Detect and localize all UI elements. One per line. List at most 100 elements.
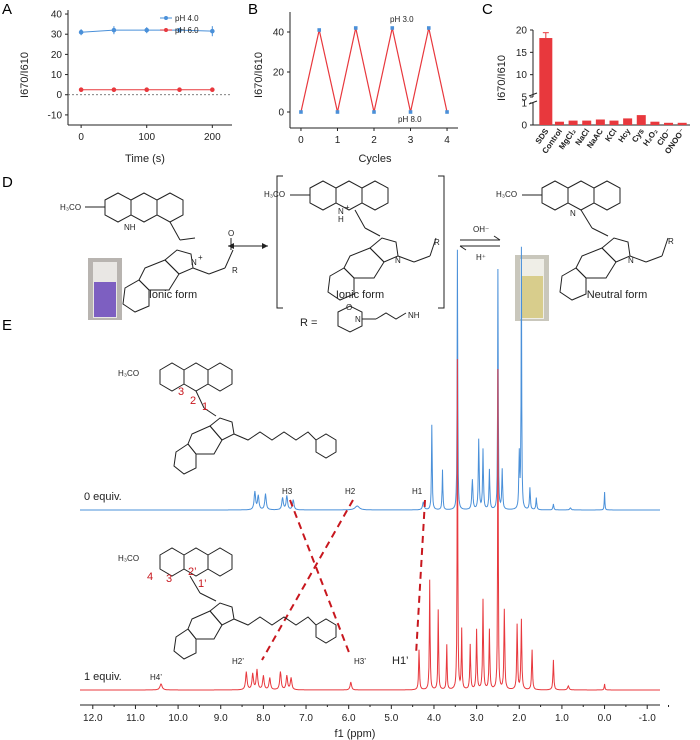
e-xtick-label-8: 4.0 [427, 713, 441, 724]
c-ytick-label-1: 1 [521, 99, 527, 110]
b-point-4 [372, 110, 376, 114]
e-structure-top [159, 362, 337, 475]
label-ionic-2: Ionic form [336, 289, 384, 301]
e-bottom-substituent: H₃CO [118, 554, 139, 563]
a-point-1-2 [144, 87, 150, 92]
a-legend-marker-ph6 [164, 28, 168, 32]
e-bottom-num-3: 3 [166, 573, 172, 585]
a-legend: pH 4.0 pH 6.0 [160, 14, 199, 35]
peak-h4-prime: H4’ [150, 673, 162, 682]
c-bar-4 [595, 119, 605, 125]
a-ytick-label-4: 30 [51, 30, 63, 41]
e-xtick-label-11: 1.0 [555, 713, 569, 724]
a-ytick-label-0: -10 [48, 110, 63, 121]
r-nh: NH [408, 311, 420, 320]
e-xtick-label-3: 9.0 [214, 713, 228, 724]
e-xtick-label-5: 7.0 [299, 713, 313, 724]
e-top-num-1: 1 [202, 401, 208, 413]
spectrum-0-equiv [80, 246, 660, 511]
peak-h2-prime: H2’ [232, 657, 244, 666]
panel-label-b: B [248, 1, 258, 18]
b-xtick-label-2: 2 [371, 135, 377, 146]
c-bar-3 [582, 120, 592, 125]
a-xlabel: Time (s) [125, 153, 165, 165]
peak-h3-prime: H3’ [354, 657, 366, 666]
b-point-2 [335, 110, 340, 114]
c-bar-8 [650, 121, 660, 125]
peak-h1: H1 [412, 487, 423, 496]
b-ylabel: I670/I610 [253, 52, 265, 98]
s1-nh: NH [124, 223, 136, 232]
panel-label-c: C [482, 1, 493, 18]
e-xtick-label-9: 3.0 [470, 713, 484, 724]
b-annotation-ph3: pH 3.0 [390, 15, 414, 24]
s3-substituent: H₃CO [496, 190, 517, 199]
e-xtick-label-4: 8.0 [256, 713, 270, 724]
a-point-0-4 [210, 28, 215, 34]
s2-substituent: H₃CO [264, 190, 285, 199]
c-bar-7 [636, 115, 646, 125]
panel-label-d: D [2, 174, 13, 191]
a-ytick-label-2: 10 [51, 70, 63, 81]
e-xtick-label-12: 0.0 [598, 713, 612, 724]
e-xtick-label-13: -1.0 [639, 713, 657, 724]
b-point-6 [408, 110, 413, 114]
bracket-left [276, 175, 283, 309]
b-ytick-label-0: 0 [278, 108, 284, 119]
morpholine-ring [337, 305, 407, 333]
b-point-7 [426, 26, 431, 30]
s3-r: R [668, 237, 674, 246]
s3-n2: N [628, 256, 634, 265]
spectrum-1-equiv [80, 358, 660, 691]
b-xtick-label-0: 0 [298, 135, 304, 146]
structure-2 [290, 180, 437, 301]
b-point-3 [353, 26, 358, 30]
b-xlabel: Cycles [358, 153, 392, 165]
a-point-0-2 [144, 27, 150, 33]
c-category-label-5: KCl [603, 127, 618, 143]
a-point-1-0 [78, 87, 84, 92]
a-ytick-label-5: 40 [51, 10, 63, 21]
c-ytick-label-4: 15 [516, 48, 528, 59]
r-n: N [355, 315, 361, 324]
a-legend-ph6: pH 6.0 [175, 26, 199, 35]
peak-h1-prime: H1’ [392, 655, 409, 667]
c-ytick-label-0: 0 [521, 121, 527, 132]
c-bar-9 [664, 122, 674, 125]
eq-arrow-bottom-head [459, 245, 467, 251]
a-xtick-label-0: 0 [78, 132, 84, 143]
a-ylabel: I670/I610 [19, 52, 31, 98]
b-point-8 [445, 110, 449, 114]
s3-n: N [570, 209, 576, 218]
s1-plus: + [198, 253, 203, 262]
a-legend-ph4: pH 4.0 [175, 14, 199, 23]
s1-substituent: H₃CO [60, 203, 81, 212]
b-ytick-label-1: 20 [273, 68, 285, 79]
e-bottom-num-2p: 2’ [188, 566, 197, 578]
r-group-label: R = [300, 317, 317, 329]
b-point-0 [299, 110, 303, 114]
b-xtick-label-1: 1 [335, 135, 341, 146]
b-point-5 [390, 26, 395, 30]
chart-b: I670/I610 Cycles 0 20 40 0 1 2 3 4 pH 3.0 pH 8.… [253, 12, 458, 165]
c-ytick-label-3: 10 [516, 70, 528, 81]
e-bottom-num-1p: 1’ [198, 578, 207, 590]
s2-plus: + [345, 203, 350, 212]
s2-n: N [338, 207, 344, 216]
a-point-1-3 [177, 87, 182, 92]
label-neutral: Neutral form [587, 289, 648, 301]
a-point-1-4 [210, 87, 215, 92]
c-bar-10 [677, 122, 687, 125]
b-point-1 [317, 28, 322, 32]
panel-label-a: A [2, 1, 12, 18]
correlation-h2 [261, 499, 354, 661]
a-point-1-1 [111, 87, 117, 92]
e-xlabel: f1 (ppm) [335, 728, 376, 740]
s1-r: R [232, 266, 238, 275]
a-legend-marker-ph4 [164, 16, 168, 20]
b-series-line [300, 27, 448, 113]
chart-e: 12.0 11.0 10.0 9.0 8.0 7.0 6.0 5.0 4.0 3.0 2.0 1.0 0… [80, 246, 670, 740]
e-xtick-label-10: 2.0 [512, 713, 526, 724]
